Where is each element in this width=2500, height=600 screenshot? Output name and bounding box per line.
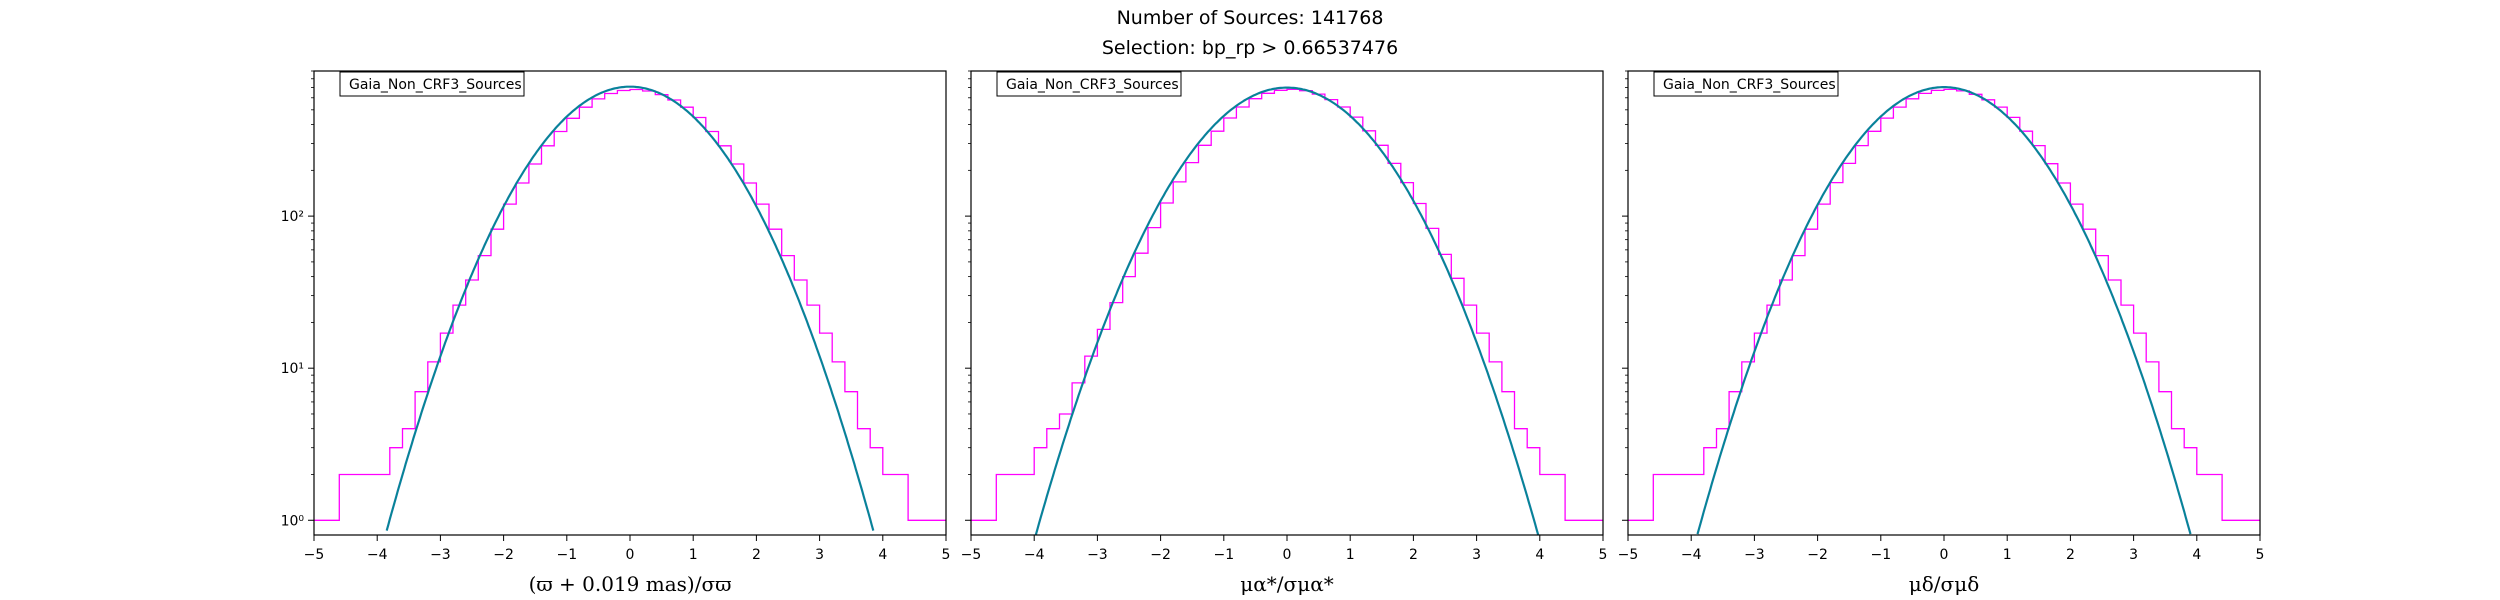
x-tick-label: 4 — [878, 547, 887, 563]
x-tick-label: 5 — [942, 547, 951, 563]
x-tick-label: 0 — [1940, 547, 1949, 563]
x-tick-label: 1 — [1346, 547, 1355, 563]
x-tick-label: 2 — [1409, 547, 1418, 563]
x-tick-label: −3 — [430, 547, 451, 563]
legend-label: Gaia_Non_CRF3_Sources — [349, 77, 522, 93]
histogram-series — [1628, 88, 2260, 521]
x-tick-label: −4 — [1024, 547, 1045, 563]
x-tick-label: 4 — [1535, 547, 1544, 563]
x-tick-label: 5 — [2256, 547, 2265, 563]
x-tick-label: −4 — [1681, 547, 1702, 563]
gaussian-fit-line — [1034, 86, 1540, 536]
x-tick-label: 0 — [626, 547, 635, 563]
x-tick-label: −3 — [1744, 547, 1765, 563]
axes-frame — [313, 70, 947, 536]
x-tick-label: −1 — [556, 547, 577, 563]
figure-title-line2: Selection: bp_rp > 0.66537476 — [1102, 37, 1398, 59]
x-tick-label: 2 — [752, 547, 761, 563]
y-tick-label: 10² — [281, 209, 304, 225]
x-tick-label: −5 — [961, 547, 982, 563]
legend-label: Gaia_Non_CRF3_Sources — [1006, 77, 1179, 93]
axes-frame — [970, 70, 1604, 536]
gaussian-fit-line-overlay — [386, 86, 874, 531]
x-tick-label: −1 — [1870, 547, 1891, 563]
y-tick-label: 10⁰ — [281, 513, 305, 529]
legend-label: Gaia_Non_CRF3_Sources — [1663, 77, 1836, 93]
x-tick-label: 0 — [1283, 547, 1292, 563]
legend-box — [996, 71, 1182, 97]
legend: Gaia_Non_CRF3_Sources — [1653, 71, 1839, 97]
x-tick-label: −3 — [1087, 547, 1108, 563]
x-axis-label: (ϖ + 0.019 mas)/σϖ — [529, 572, 732, 596]
x-tick-label: −2 — [493, 547, 514, 563]
x-tick-label: 3 — [1472, 547, 1481, 563]
gaussian-fit-line-overlay — [1696, 86, 2192, 535]
subplots: −5 −4 −3 −2 −1 0 1 2 3 4 5 10⁰ 10¹ 10² Gaia_Non_CRF3_S… — [281, 70, 2265, 596]
x-axis-label: μδ/σμδ — [1909, 572, 1979, 596]
x-tick-label: −1 — [1213, 547, 1234, 563]
x-tick-label: −5 — [304, 547, 325, 563]
axes-frame — [1627, 70, 2261, 536]
subplot-2: −5 −4 −3 −2 −1 0 1 2 3 4 5 Gaia_Non_CRF3_Sources μα*… — [961, 70, 1608, 596]
legend: Gaia_Non_CRF3_Sources — [996, 71, 1182, 97]
gaussian-fit-line — [385, 85, 875, 531]
x-tick-label: 1 — [2003, 547, 2012, 563]
x-tick-label: 3 — [815, 547, 824, 563]
x-tick-label: −5 — [1618, 547, 1639, 563]
histogram-series — [971, 88, 1603, 521]
legend-box — [1653, 71, 1839, 97]
x-tick-label: 2 — [2066, 547, 2075, 563]
legend-box — [339, 71, 525, 97]
x-tick-label: −4 — [367, 547, 388, 563]
y-tick-label: 10¹ — [281, 361, 304, 377]
x-tick-label: −2 — [1807, 547, 1828, 563]
x-tick-label: −2 — [1150, 547, 1171, 563]
figure-title-line1: Number of Sources: 141768 — [1117, 7, 1384, 29]
subplot-3: −5 −4 −3 −2 −1 0 1 2 3 4 5 Gaia_Non_CRF3_Sources μδ/… — [1618, 70, 2265, 596]
x-tick-label: 1 — [689, 547, 698, 563]
gaussian-fit-line — [1696, 86, 2192, 535]
gaussian-fit-line-overlay — [1035, 86, 1539, 536]
legend: Gaia_Non_CRF3_Sources — [339, 71, 525, 97]
x-tick-label: 3 — [2129, 547, 2138, 563]
x-axis-label: μα*/σμα* — [1240, 572, 1333, 596]
subplot-1: −5 −4 −3 −2 −1 0 1 2 3 4 5 10⁰ 10¹ 10² Gaia_Non_CRF3_S… — [281, 70, 951, 596]
x-tick-label: 5 — [1599, 547, 1608, 563]
x-tick-label: 4 — [2192, 547, 2201, 563]
